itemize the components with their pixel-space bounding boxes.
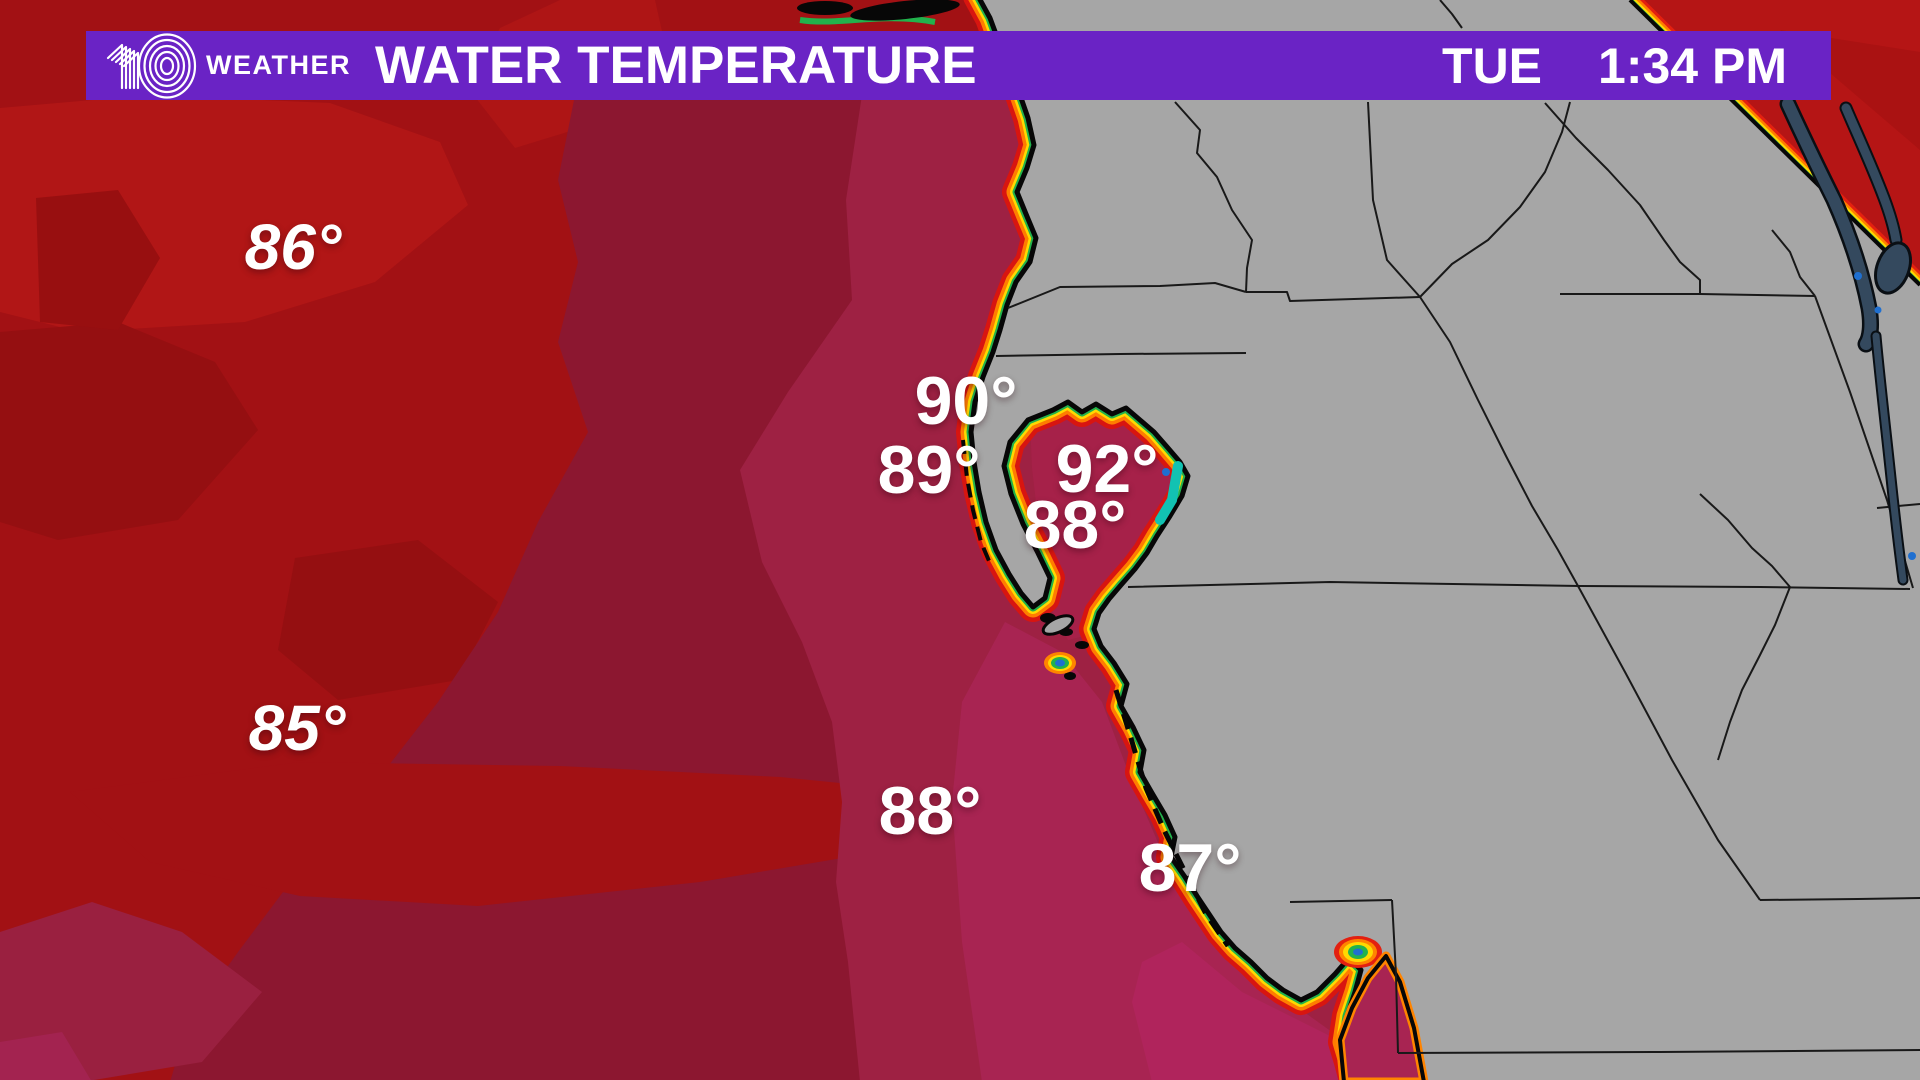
header-datetime: TUE 1:34 PM — [1442, 37, 1831, 95]
florida-land — [971, 0, 1920, 1080]
time-label: 1:34 PM — [1598, 37, 1787, 94]
page-title: WATER TEMPERATURE — [375, 36, 977, 95]
weather-brand-label: WEATHER — [206, 50, 351, 80]
coastline — [968, 0, 1364, 1080]
barrier-islands — [797, 0, 1231, 948]
rivers — [1779, 95, 1916, 586]
intracoastal-water — [1335, 951, 1429, 1080]
county-lines — [995, 0, 1920, 1054]
day-label: TUE — [1442, 37, 1543, 94]
water-temp-label-tampa-bay: 92° — [1055, 430, 1159, 507]
water-temp-label-coast-south: 87° — [1138, 829, 1242, 906]
water-temp-label-lower-bay: 88° — [1023, 486, 1127, 563]
station-10-logo — [106, 33, 197, 99]
header-bar: WEATHER WATER TEMPERATURE TUE 1:34 PM — [86, 31, 1831, 100]
water-temp-label-offshore-sw: 85° — [248, 692, 346, 765]
water-temp-label-coast-central: 89° — [877, 431, 981, 508]
water-temp-label-coast-north: 90° — [914, 362, 1018, 439]
water-temp-label-offshore-nw: 86° — [244, 211, 342, 284]
water-temp-label-nearshore-south: 88° — [878, 772, 982, 849]
temperature-bullseyes — [1044, 461, 1382, 968]
